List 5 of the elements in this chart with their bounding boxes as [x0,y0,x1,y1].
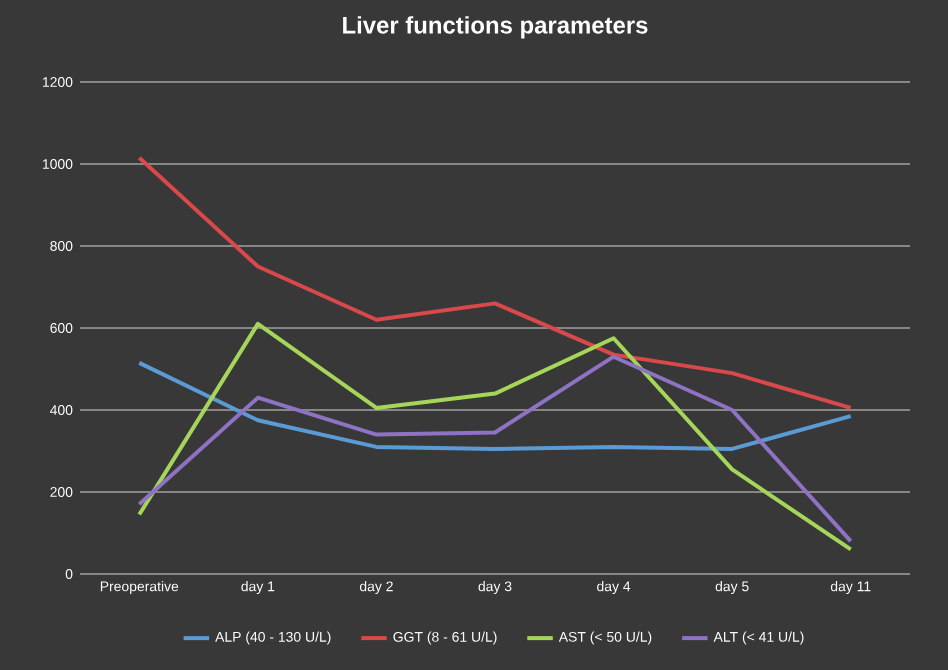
line-series [137,321,853,552]
line-series [137,155,853,410]
chart-title: Liver functions parameters [343,16,648,39]
line-series [137,354,853,544]
line-series [137,360,853,451]
